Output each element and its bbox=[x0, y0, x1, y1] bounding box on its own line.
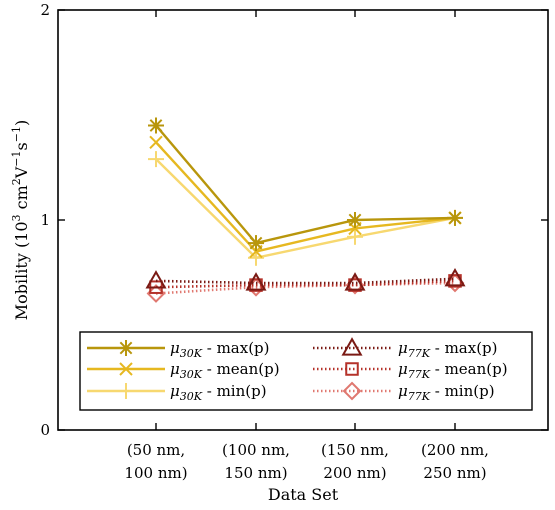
y-tick-label: 0 bbox=[40, 421, 50, 439]
x-tick-label: 200 nm) bbox=[323, 464, 386, 482]
legend-label: μ30K - max(p) bbox=[170, 339, 270, 360]
data-point bbox=[148, 117, 164, 134]
legend-item: μ30K - mean(p) bbox=[87, 360, 280, 381]
series-group bbox=[145, 117, 466, 303]
x-axis: (50 nm, 100 nm) (100 nm, 150 nm) (150 nm, 200… bbox=[124, 10, 489, 482]
legend-label: μ30K - min(p) bbox=[170, 382, 267, 403]
legend-item: μ77K - max(p) bbox=[313, 337, 498, 360]
legend-box bbox=[79, 331, 533, 411]
x-tick-label: 150 nm) bbox=[224, 464, 287, 482]
series-3 bbox=[145, 267, 466, 291]
series-5 bbox=[146, 273, 465, 303]
series-line bbox=[155, 141, 456, 253]
data-point bbox=[149, 135, 163, 150]
series-1 bbox=[149, 135, 462, 259]
square-marker bbox=[345, 362, 359, 376]
asterisk-marker bbox=[118, 340, 134, 356]
data-point bbox=[148, 151, 164, 168]
data-point bbox=[344, 272, 366, 291]
triangle-marker bbox=[341, 337, 363, 356]
x-tick-label: (150 nm, bbox=[321, 441, 389, 459]
x-tick-label: (50 nm, bbox=[127, 441, 185, 459]
legend-item: μ30K - min(p) bbox=[87, 382, 267, 403]
legend-label: μ77K - mean(p) bbox=[398, 360, 508, 381]
y-axis-label: Mobility (103 cm2V−1s−1) bbox=[10, 120, 31, 320]
legend-label: μ77K - min(p) bbox=[398, 382, 495, 403]
data-point bbox=[245, 272, 267, 291]
series-line bbox=[155, 124, 456, 245]
data-point bbox=[248, 235, 264, 252]
x-tick-label: (100 nm, bbox=[222, 441, 290, 459]
x-marker bbox=[119, 362, 133, 376]
legend-item: μ77K - mean(p) bbox=[313, 360, 508, 381]
data-point bbox=[444, 267, 466, 287]
series-line bbox=[155, 277, 456, 285]
diamond-marker bbox=[342, 381, 362, 401]
legend-item: μ77K - min(p) bbox=[313, 381, 495, 403]
data-point bbox=[347, 228, 363, 245]
series-0 bbox=[148, 117, 463, 252]
legend-item: μ30K - max(p) bbox=[87, 339, 270, 360]
series-line bbox=[155, 279, 456, 289]
plus-marker bbox=[118, 383, 134, 399]
legend-label: μ77K - max(p) bbox=[398, 339, 498, 360]
x-axis-label: Data Set bbox=[268, 485, 339, 504]
x-tick-label: 250 nm) bbox=[423, 464, 486, 482]
data-point bbox=[347, 212, 363, 228]
legend-label: μ30K - mean(p) bbox=[170, 360, 280, 381]
legend: μ30K - max(p)μ30K - mean(p)μ30K - min(p)… bbox=[79, 331, 533, 411]
y-tick-label: 1 bbox=[40, 211, 50, 229]
x-tick-label: (200 nm, bbox=[421, 441, 489, 459]
series-line bbox=[155, 158, 456, 260]
series-2 bbox=[148, 151, 463, 266]
y-axis: 0 1 2 bbox=[40, 1, 548, 439]
data-point bbox=[145, 270, 167, 289]
series-line bbox=[155, 281, 456, 295]
y-tick-label: 2 bbox=[40, 1, 50, 19]
data-point bbox=[447, 209, 463, 226]
x-tick-label: 100 nm) bbox=[124, 464, 187, 482]
